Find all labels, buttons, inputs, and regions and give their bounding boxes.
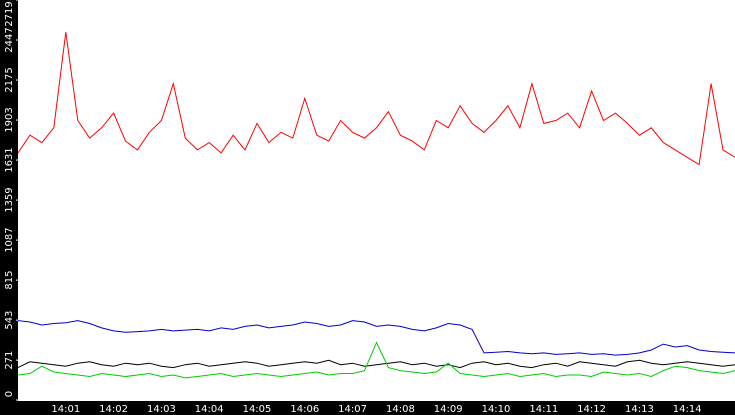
x-tick-label: 14:01: [51, 404, 80, 415]
x-tick-label: 14:05: [243, 404, 272, 415]
x-tick-label: 14:10: [482, 404, 511, 415]
x-tick-label: 14:09: [434, 404, 463, 415]
x-tick-label: 14:02: [99, 404, 128, 415]
y-tick-label: 2447: [4, 27, 15, 52]
y-tick-label: 0: [4, 391, 15, 397]
x-tick-label: 14:11: [529, 404, 558, 415]
series-line: [17, 341, 735, 379]
y-tick-label: 1903: [4, 107, 15, 132]
y-tick-label: 1087: [4, 227, 15, 252]
series-line: [17, 320, 735, 356]
x-tick-label: 14:13: [625, 404, 654, 415]
y-tick-label: 543: [4, 311, 15, 330]
y-tick-label: 815: [4, 271, 15, 290]
y-tick-label: 2719: [4, 1, 15, 26]
y-tick-label: 271: [4, 351, 15, 370]
x-axis-band: [0, 401, 735, 415]
y-tick-label: 2175: [4, 67, 15, 92]
x-tick-label: 14:06: [290, 404, 319, 415]
series-line: [17, 32, 735, 166]
x-tick-label: 14:08: [386, 404, 415, 415]
x-tick-label: 14:14: [673, 404, 702, 415]
x-tick-label: 14:12: [577, 404, 606, 415]
series-line: [17, 359, 735, 369]
x-tick-label: 14:03: [147, 404, 176, 415]
y-axis-band: [0, 0, 18, 415]
x-tick-label: 14:04: [195, 404, 224, 415]
y-tick-label: 1359: [4, 187, 15, 212]
y-tick-label: 1631: [4, 147, 15, 172]
x-tick-label: 14:07: [338, 404, 367, 415]
